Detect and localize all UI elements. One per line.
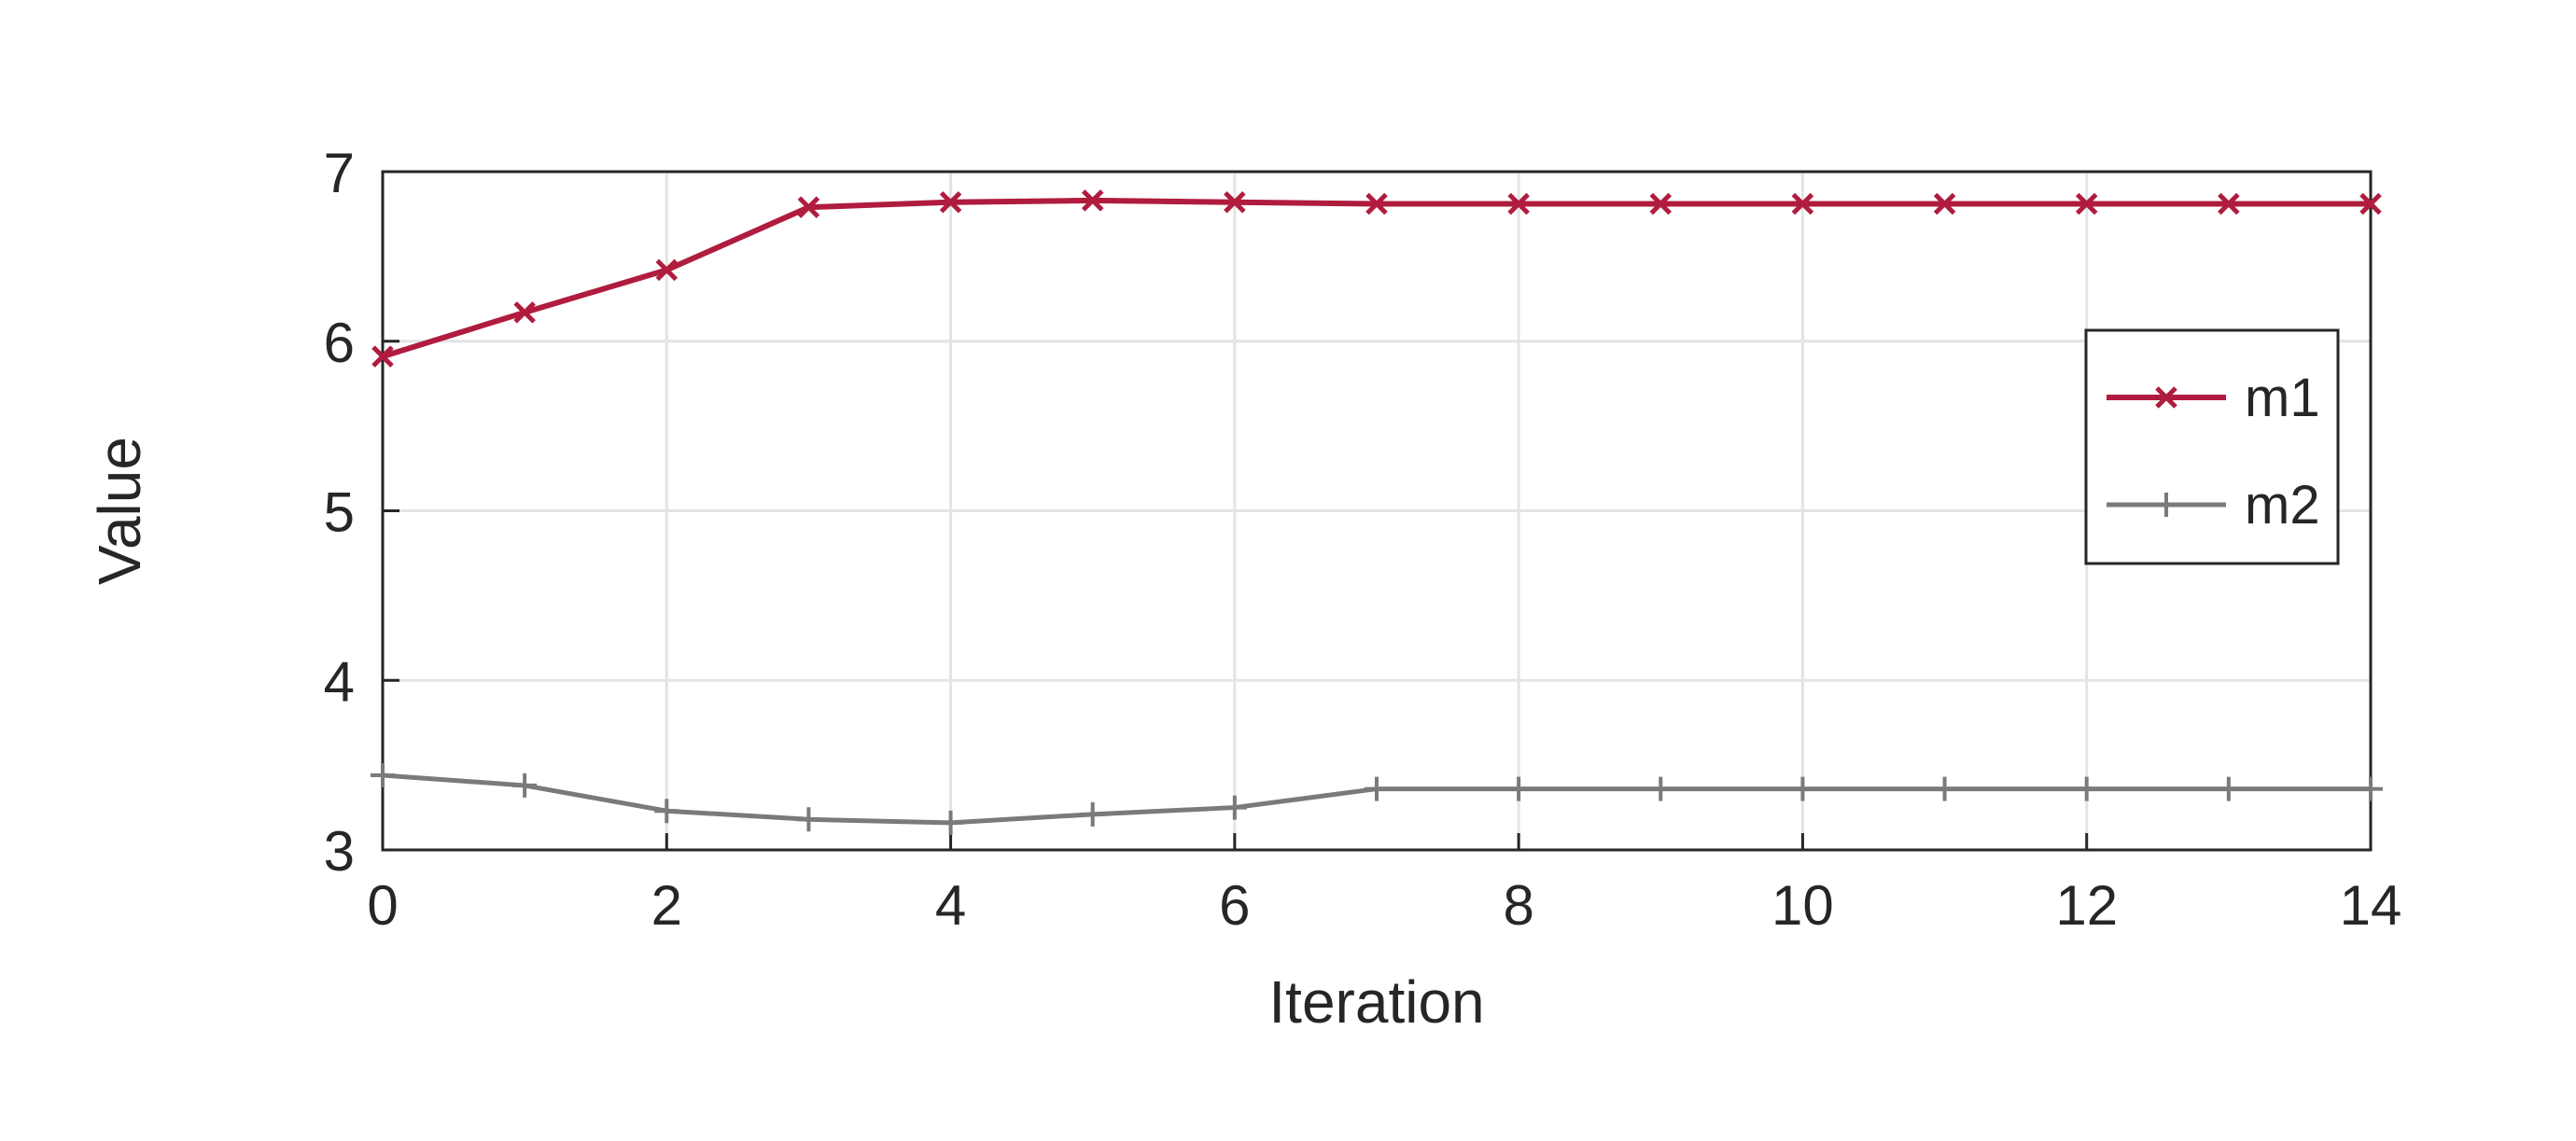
y-tick-label-1: 4 — [324, 650, 355, 713]
legend: m1 m2 — [2084, 328, 2340, 565]
data-point-m2-8 — [1506, 776, 1532, 801]
legend-box — [2084, 328, 2340, 565]
data-point-m2-6 — [1222, 795, 1247, 820]
data-point-m2-10 — [1790, 776, 1815, 801]
ticks-layer: 0 2 4 6 8 10 12 14 3 4 5 6 7 — [324, 142, 2402, 937]
x-tick-label-2: 4 — [935, 874, 966, 937]
legend-marker-m2 — [2154, 493, 2178, 517]
data-point-m2-12 — [2074, 776, 2099, 801]
grid-layer — [381, 170, 2373, 852]
data-point-m1-6 — [1224, 190, 1246, 214]
data-point-m1-2 — [655, 258, 679, 282]
data-point-m2-2 — [654, 799, 679, 824]
data-point-m2-9 — [1648, 776, 1673, 801]
y-tick-label-3: 6 — [324, 312, 355, 374]
data-point-m2-5 — [1080, 801, 1105, 827]
legend-marker-m1 — [2155, 386, 2177, 409]
data-point-m2-4 — [938, 810, 963, 835]
x-tick-label-1: 2 — [651, 874, 682, 937]
data-point-m1-11 — [1933, 192, 1956, 216]
y-tick-label-4: 7 — [324, 142, 355, 204]
series-layer — [371, 189, 2383, 835]
x-tick-label-4: 8 — [1503, 874, 1533, 937]
data-point-m2-14 — [2359, 776, 2383, 801]
legend-label-m2: m2 — [2245, 475, 2320, 536]
data-point-m1-0 — [371, 345, 394, 368]
y-tick-label-0: 3 — [324, 820, 355, 883]
data-point-m1-12 — [2075, 192, 2098, 216]
legend-items: m1 m2 — [2107, 368, 2320, 536]
x-tick-label-7: 14 — [2340, 874, 2402, 937]
series-m1 — [371, 189, 2382, 368]
data-point-m1-10 — [1791, 192, 1814, 216]
data-point-m2-3 — [796, 807, 821, 832]
data-point-m1-7 — [1365, 192, 1388, 216]
data-point-m1-8 — [1507, 192, 1530, 216]
x-tick-label-5: 10 — [1771, 874, 1834, 937]
data-point-m2-13 — [2216, 776, 2241, 801]
x-axis-label: Iteration — [1268, 968, 1484, 1036]
data-point-m2-0 — [371, 763, 395, 788]
data-point-m2-1 — [512, 772, 538, 798]
data-point-m2-11 — [1932, 776, 1957, 801]
data-point-m1-9 — [1649, 192, 1673, 216]
x-tick-label-0: 0 — [367, 874, 398, 937]
y-axis-label: Value — [86, 437, 153, 585]
data-point-m2-7 — [1365, 776, 1389, 801]
data-point-m1-4 — [939, 190, 962, 214]
y-tick-label-2: 5 — [324, 481, 355, 544]
data-point-m1-5 — [1081, 189, 1104, 212]
data-point-m1-14 — [2359, 192, 2382, 216]
legend-label-m1: m1 — [2245, 368, 2320, 428]
series-m2 — [371, 763, 2383, 835]
data-point-m1-13 — [2218, 192, 2240, 216]
series-line-m1 — [382, 197, 2371, 359]
x-tick-label-3: 6 — [1219, 874, 1250, 937]
data-point-m1-3 — [797, 196, 820, 218]
data-point-m1-1 — [513, 301, 536, 324]
x-tick-label-6: 12 — [2055, 874, 2118, 937]
